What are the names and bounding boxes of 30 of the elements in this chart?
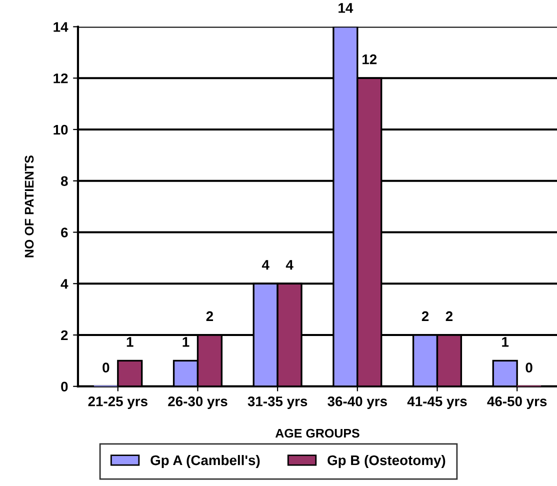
y-tick-label: 8 xyxy=(60,176,68,186)
x-tick-label: 21-25 yrs xyxy=(88,396,148,410)
data-label: 1 xyxy=(126,337,134,347)
x-tick-label: 46-50 yrs xyxy=(487,396,547,410)
data-label: 1 xyxy=(502,337,509,347)
data-label: 2 xyxy=(422,311,429,321)
data-label: 2 xyxy=(206,311,214,321)
legend-label: Gp B (Osteotomy) xyxy=(328,454,446,468)
data-label: 14 xyxy=(338,3,354,13)
data-label: 2 xyxy=(446,311,453,321)
y-tick-label: 10 xyxy=(54,124,68,135)
y-tick-label: 0 xyxy=(61,382,68,392)
data-label: 1 xyxy=(182,337,190,347)
y-tick-label: 12 xyxy=(54,73,68,84)
x-tick-label: 36-40 yrs xyxy=(328,396,387,410)
legend-label: Gp A (Cambell's) xyxy=(150,454,260,468)
data-label: 12 xyxy=(362,54,377,64)
data-label: 4 xyxy=(262,260,270,270)
data-label: 0 xyxy=(526,362,532,373)
y-tick-label: 14 xyxy=(54,22,68,32)
y-axis-title: NO OF PATIENTS xyxy=(24,156,34,258)
x-tick-label: 26-30 yrs xyxy=(168,396,228,410)
x-tick-label: 41-45 yrs xyxy=(407,396,467,410)
x-axis-title: AGE GROUPS xyxy=(275,428,360,438)
data-label: 0 xyxy=(102,362,110,373)
y-tick-label: 2 xyxy=(61,330,68,340)
y-tick-label: 4 xyxy=(60,279,68,289)
x-tick-label: 31-35 yrs xyxy=(248,396,308,410)
y-tick-label: 6 xyxy=(61,228,68,238)
data-label: 4 xyxy=(286,260,294,270)
